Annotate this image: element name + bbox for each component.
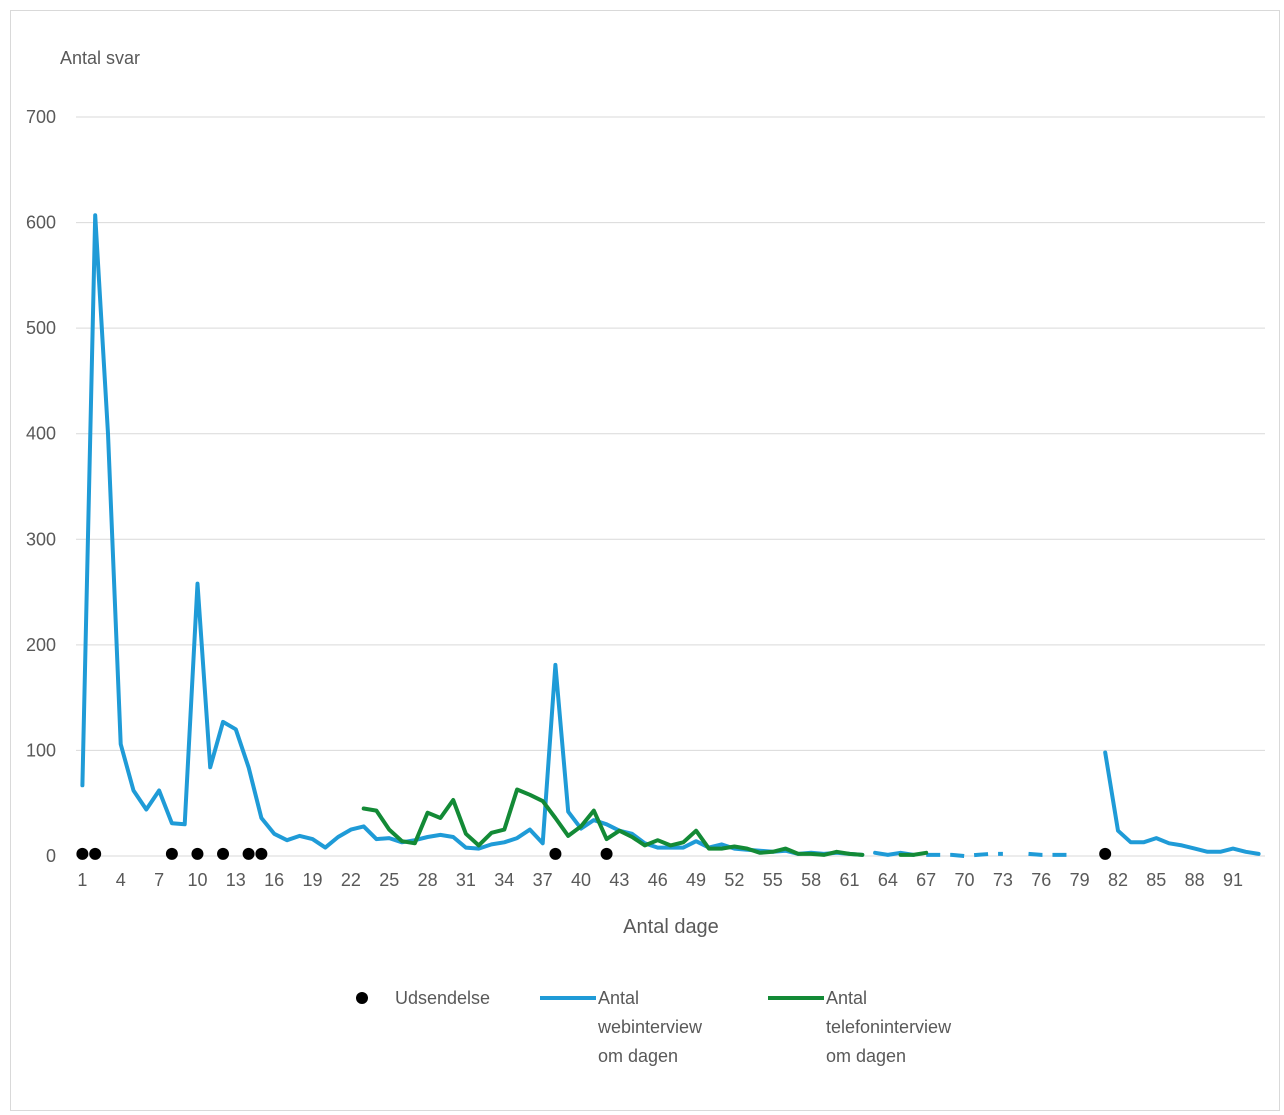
- udsendelse-marker: [549, 847, 562, 860]
- legend-dot-marker: [356, 992, 368, 1004]
- udsendelse-marker: [255, 847, 268, 860]
- x-tick-label: 91: [1223, 870, 1243, 890]
- udsendelse-marker: [242, 847, 255, 860]
- x-tick-label: 52: [724, 870, 744, 890]
- legend-item: Antal webinterview om dagen: [540, 988, 703, 1066]
- y-tick-label: 600: [26, 213, 56, 233]
- udsendelse-marker: [191, 847, 204, 860]
- x-axis-title: Antal dage: [623, 916, 719, 938]
- y-tick-label: 700: [26, 107, 56, 127]
- y-tick-label: 500: [26, 318, 56, 338]
- x-tick-label: 40: [571, 870, 591, 890]
- chart-frame: [10, 10, 1280, 1111]
- x-tick-label: 16: [264, 870, 284, 890]
- phone-series-line: [898, 850, 929, 857]
- y-tick-label: 200: [26, 635, 56, 655]
- udsendelse-marker: [217, 847, 230, 860]
- legend-item: Udsendelse: [356, 988, 490, 1008]
- web-series-line: [926, 851, 1003, 858]
- udsendelse-marker: [1099, 847, 1112, 860]
- phone-series-line: [361, 787, 865, 857]
- x-tick-label: 28: [418, 870, 438, 890]
- x-tick-label: 4: [116, 870, 126, 890]
- plot-series: [76, 213, 1261, 860]
- x-tick-label: 58: [801, 870, 821, 890]
- y-tick-label: 400: [26, 424, 56, 444]
- y-tick-label: 100: [26, 740, 56, 760]
- web-series-line: [1103, 750, 1261, 856]
- x-tick-label: 19: [303, 870, 323, 890]
- x-tick-label: 31: [456, 870, 476, 890]
- x-tick-label: 88: [1185, 870, 1205, 890]
- x-tick-label: 10: [187, 870, 207, 890]
- x-tick-label: 46: [648, 870, 668, 890]
- legend-label: telefoninterview: [826, 1017, 952, 1037]
- legend-label: Antal: [826, 988, 867, 1008]
- x-tick-label: 82: [1108, 870, 1128, 890]
- x-tick-label: 25: [379, 870, 399, 890]
- gridlines: [76, 116, 1265, 751]
- legend-item: Antal telefoninterview om dagen: [768, 988, 952, 1066]
- x-tick-label: 13: [226, 870, 246, 890]
- x-tick-label: 7: [154, 870, 164, 890]
- x-tick-label: 79: [1070, 870, 1090, 890]
- x-tick-label: 43: [609, 870, 629, 890]
- udsendelse-marker: [76, 847, 89, 860]
- x-tick-label: 34: [494, 870, 514, 890]
- x-tick-label: 73: [993, 870, 1013, 890]
- x-tick-label: 49: [686, 870, 706, 890]
- x-tick-label: 70: [955, 870, 975, 890]
- legend-label: om dagen: [598, 1046, 678, 1066]
- x-tick-label: 85: [1146, 870, 1166, 890]
- y-tick-label: 300: [26, 529, 56, 549]
- udsendelse-marker: [89, 847, 102, 860]
- x-axis-tick-labels: 1 4 7 10 13 16 19 22 25 28 31 34 37 40 43 46 49 52 55 58 61 6…: [77, 870, 1243, 890]
- x-tick-label: 76: [1031, 870, 1051, 890]
- y-axis-title: Antal svar: [60, 48, 140, 68]
- x-tick-label: 64: [878, 870, 898, 890]
- x-tick-label: 67: [916, 870, 936, 890]
- web-series-line: [80, 213, 865, 857]
- x-tick-label: 37: [533, 870, 553, 890]
- web-series-line: [1028, 851, 1067, 857]
- y-tick-label: 0: [46, 846, 56, 866]
- legend-label: webinterview: [597, 1017, 703, 1037]
- legend-label: Udsendelse: [395, 988, 490, 1008]
- legend-label: Antal: [598, 988, 639, 1008]
- udsendelse-marker: [165, 847, 178, 860]
- udsendelse-marker: [600, 847, 613, 860]
- x-tick-label: 61: [839, 870, 859, 890]
- x-tick-label: 55: [763, 870, 783, 890]
- x-tick-label: 22: [341, 870, 361, 890]
- legend-label: om dagen: [826, 1046, 906, 1066]
- y-axis-tick-labels: 0 100 200 300 400 500 600 700: [26, 107, 56, 866]
- x-tick-label: 1: [77, 870, 87, 890]
